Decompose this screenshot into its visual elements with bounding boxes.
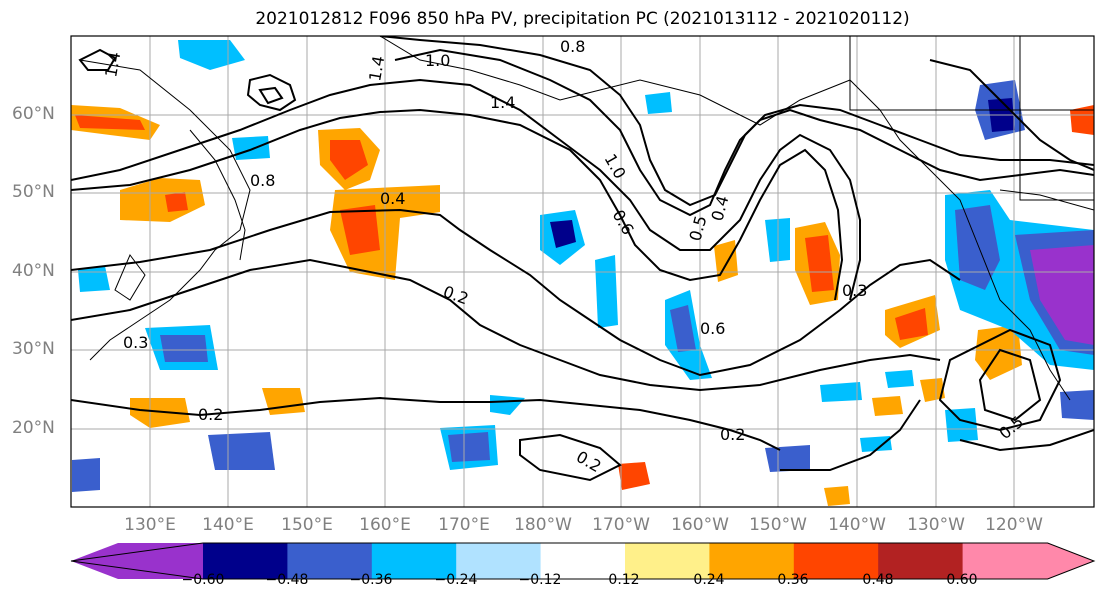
colorbar-tick: −0.12: [518, 572, 562, 588]
lon-label: 130°W: [907, 515, 965, 535]
colorbar-tick: −0.24: [434, 572, 478, 588]
lon-label: 160°W: [671, 515, 729, 535]
lon-label: 170°W: [592, 515, 650, 535]
colorbar-tick: 0.24: [693, 572, 725, 588]
colorbar-outline: [70, 542, 1096, 580]
negative-anomaly: [820, 382, 862, 402]
colorbar-segment: [709, 543, 795, 579]
negative-anomaly: [232, 136, 270, 160]
colorbar-segment: [793, 543, 879, 579]
positive-anomaly: [618, 462, 650, 490]
colorbar-segment: [625, 543, 710, 579]
colorbar-tick: −0.60: [181, 572, 225, 588]
lat-label: 60°N: [12, 104, 55, 124]
contour-label: 0.2: [198, 405, 223, 424]
graticule: [71, 36, 1094, 507]
lon-label: 170°E: [438, 515, 490, 535]
coastlines: [79, 36, 1094, 401]
negative-anomaly: [208, 432, 275, 470]
positive-anomaly: [895, 308, 928, 340]
precip-shading: [71, 40, 1094, 506]
negative-anomaly: [670, 305, 696, 352]
positive-anomaly: [920, 378, 945, 402]
positive-anomaly: [872, 396, 903, 416]
lon-label: 180°W: [514, 515, 572, 535]
colorbar-segment: [456, 543, 542, 579]
colorbar-segment: [203, 543, 288, 579]
negative-anomaly: [945, 408, 978, 442]
positive-anomaly: [805, 235, 834, 292]
figure-title: 2021012812 F096 850 hPa PV, precipitatio…: [255, 9, 910, 29]
negative-anomaly: [160, 335, 208, 362]
contour-label: 0.3: [842, 281, 867, 300]
colorbar-extend-min: [71, 543, 203, 579]
positive-anomaly: [165, 192, 188, 212]
positive-anomaly: [120, 178, 205, 222]
positive-anomaly: [340, 205, 380, 255]
negative-anomaly: [645, 92, 672, 114]
contour-label: 1.4: [365, 54, 388, 82]
positive-anomaly: [824, 486, 850, 506]
colorbar-tick: 0.12: [608, 572, 640, 588]
lon-label: 120°W: [985, 515, 1043, 535]
lat-label: 20°N: [12, 418, 55, 438]
contour-label: 0.2: [720, 425, 745, 444]
positive-anomaly: [1070, 105, 1094, 135]
contour-label: 1.4: [101, 50, 124, 78]
lon-label: 130°E: [124, 515, 176, 535]
negative-anomaly: [448, 432, 490, 462]
colorbar-tick: −0.36: [349, 572, 393, 588]
negative-anomaly: [1030, 245, 1094, 345]
colorbar-tick: 0.48: [862, 572, 894, 588]
colorbar-tick: −0.48: [265, 572, 309, 588]
negative-anomaly: [955, 205, 1000, 290]
positive-anomaly: [330, 140, 368, 180]
colorbar-segment: [540, 543, 626, 579]
lon-label: 150°E: [281, 515, 333, 535]
lat-label: 30°N: [12, 339, 55, 359]
contour-label: 0.6: [700, 319, 725, 338]
negative-anomaly: [860, 436, 892, 452]
colorbar-tick: 0.60: [946, 572, 978, 588]
colorbar-segment: [878, 543, 964, 579]
lon-label: 140°W: [828, 515, 886, 535]
contour-label: 0.3: [123, 333, 148, 352]
contour-label: 0.4: [380, 189, 405, 208]
lon-label: 140°E: [202, 515, 254, 535]
positive-anomaly: [130, 398, 190, 428]
contour-label: 1.0: [425, 51, 450, 70]
lat-label: 50°N: [12, 182, 55, 202]
positive-anomaly: [75, 115, 145, 130]
contour-label: 0.8: [250, 171, 275, 190]
lon-label: 150°W: [749, 515, 807, 535]
negative-anomaly: [72, 458, 100, 492]
contour-label: 0.8: [560, 37, 585, 56]
colorbar-segment: [287, 543, 373, 579]
map-frame: [70, 35, 1095, 508]
colorbar-segment: [371, 543, 457, 579]
lat-label: 40°N: [12, 261, 55, 281]
colorbar-tick: 0.36: [777, 572, 809, 588]
negative-anomaly: [885, 370, 914, 388]
colorbar-extend-max: [962, 543, 1094, 579]
contour-label: 1.4: [490, 93, 515, 112]
negative-anomaly: [550, 220, 576, 248]
lon-label: 160°E: [359, 515, 411, 535]
negative-anomaly: [765, 445, 810, 472]
pv-contours: [71, 36, 1094, 482]
negative-anomaly: [595, 255, 618, 328]
